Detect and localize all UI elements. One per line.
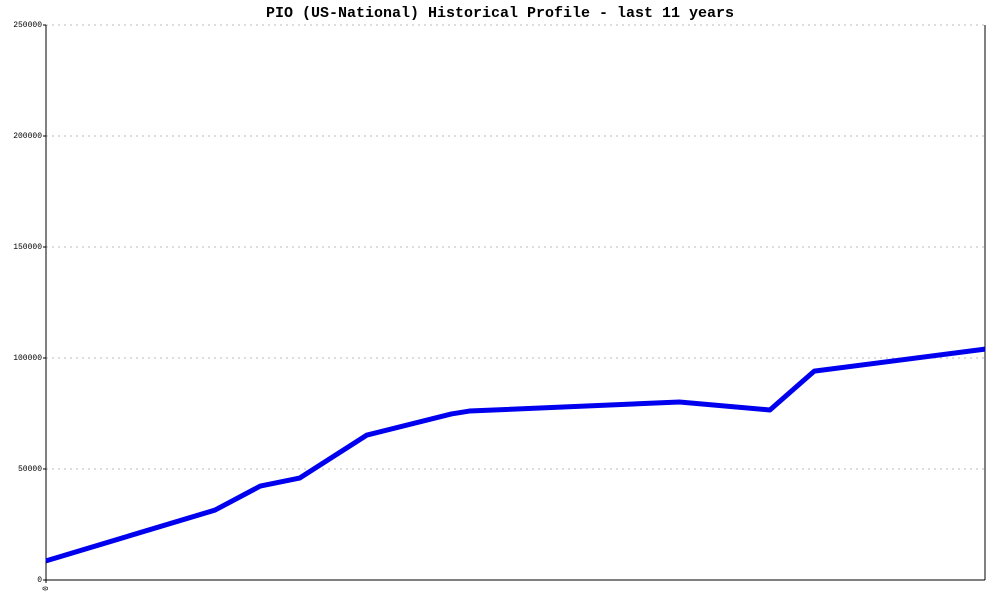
- y-tick-label: 200000: [13, 132, 42, 141]
- y-tick-label: 150000: [13, 243, 42, 252]
- y-tick-label: 100000: [13, 354, 42, 363]
- y-tick-label: 0: [37, 576, 42, 585]
- data-line: [45, 346, 986, 564]
- y-tick-label: 50000: [18, 465, 42, 474]
- chart-title: PIO (US-National) Historical Profile - l…: [266, 5, 734, 22]
- y-tick-label: 250000: [13, 21, 42, 30]
- x-tick-label: 0: [42, 586, 51, 591]
